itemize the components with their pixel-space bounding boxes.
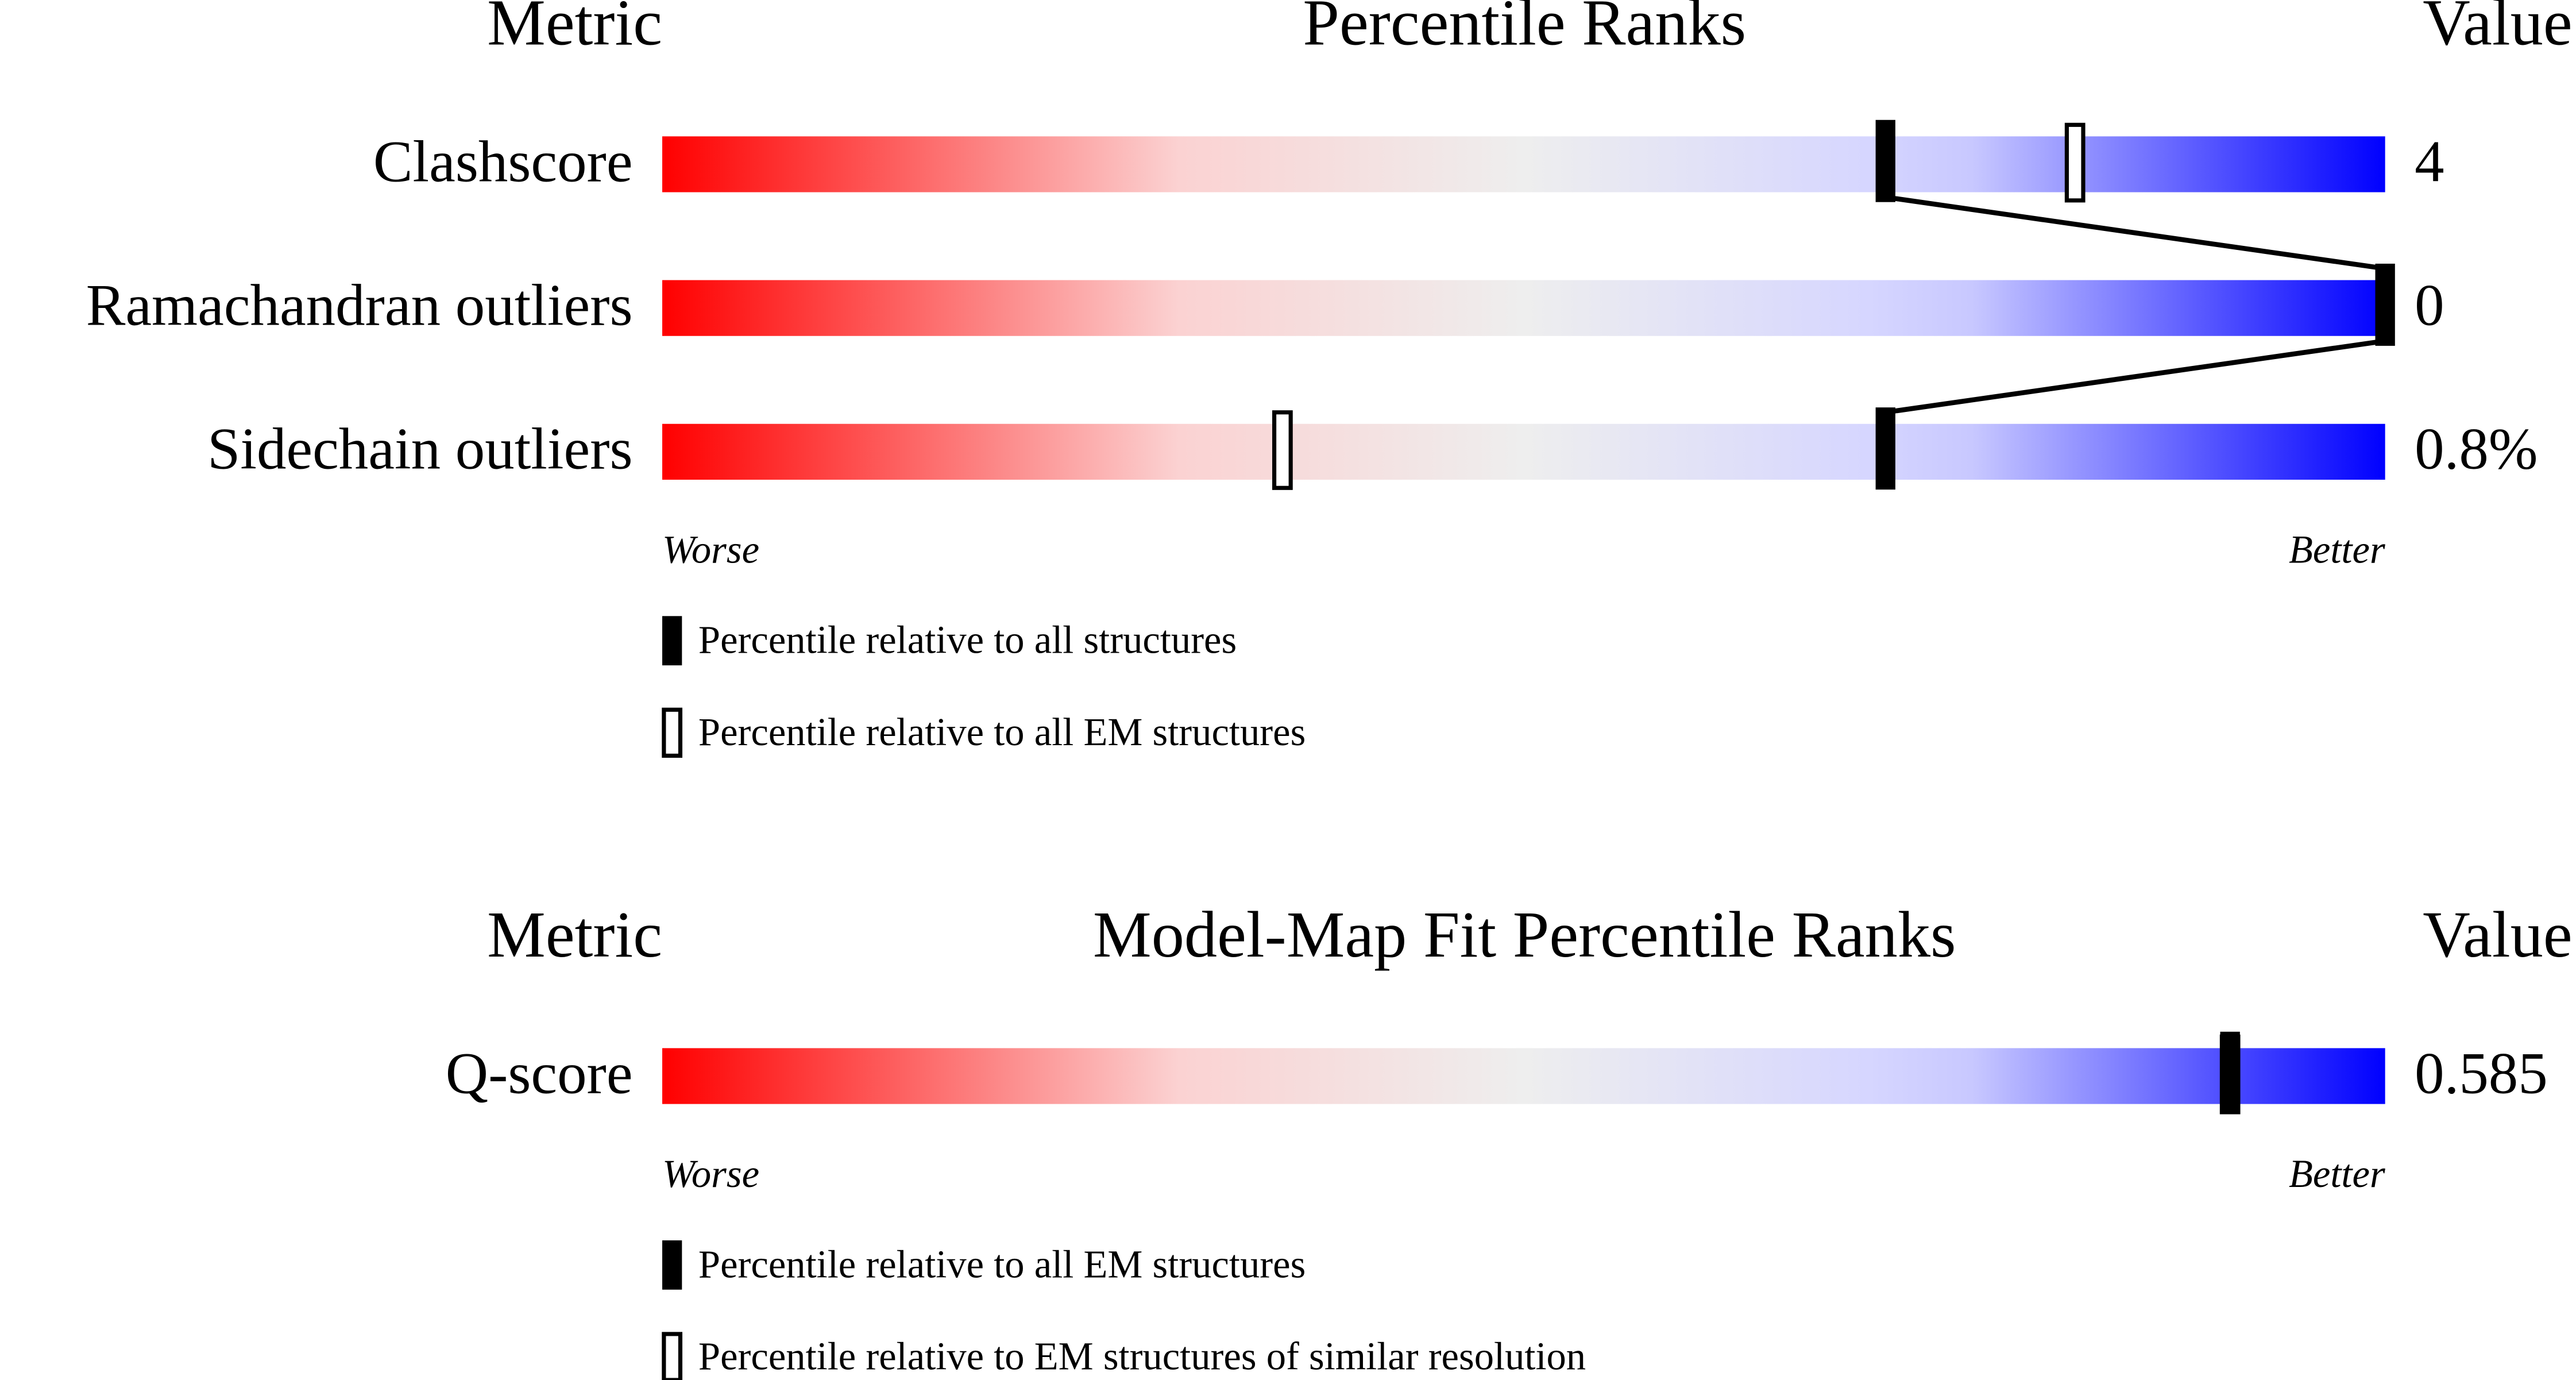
percentile-marker-open bbox=[2064, 122, 2085, 203]
metric-label: Clashscore bbox=[373, 129, 633, 194]
worse-label: Worse bbox=[662, 1152, 759, 1196]
metric-header: Metric bbox=[487, 0, 662, 59]
legend-label: Percentile relative to all EM structures bbox=[698, 710, 1306, 754]
legend-marker-open bbox=[662, 1332, 683, 1380]
legend-label: Percentile relative to EM structures of … bbox=[698, 1334, 1586, 1378]
metric-value: 0.8% bbox=[2415, 417, 2538, 482]
metric-label: Ramachandran outliers bbox=[86, 273, 633, 338]
metric-value: 4 bbox=[2415, 129, 2444, 194]
percentile-marker bbox=[2375, 263, 2395, 346]
slider-bar bbox=[662, 423, 2385, 480]
legend-marker-open bbox=[662, 707, 683, 758]
chart-title: Percentile Ranks bbox=[1303, 0, 1746, 59]
metric-label: Q-score bbox=[446, 1040, 633, 1106]
legend-marker bbox=[662, 616, 682, 666]
metric-value: 0 bbox=[2415, 273, 2444, 338]
slider-bar bbox=[662, 280, 2385, 336]
percentile-marker bbox=[1875, 120, 1895, 202]
connector bbox=[1885, 194, 2386, 271]
metric-header: Metric bbox=[487, 898, 662, 971]
value-header: Value bbox=[2423, 0, 2572, 59]
legend-marker bbox=[662, 1240, 682, 1290]
chart-title: Model-Map Fit Percentile Ranks bbox=[1093, 898, 1956, 971]
legend-label: Percentile relative to all EM structures bbox=[698, 1242, 1306, 1286]
metric-label: Sidechain outliers bbox=[207, 417, 632, 482]
worse-label: Worse bbox=[662, 527, 759, 571]
connector bbox=[1885, 338, 2386, 415]
slider-bar bbox=[662, 136, 2385, 192]
percentile-marker bbox=[1875, 407, 1895, 490]
better-label: Better bbox=[2289, 1152, 2385, 1196]
percentile-marker-open bbox=[1272, 410, 1293, 490]
percentile-marker bbox=[2220, 1031, 2240, 1114]
better-label: Better bbox=[2289, 527, 2385, 571]
metric-value: 0.585 bbox=[2415, 1040, 2548, 1106]
legend-label: Percentile relative to all structures bbox=[698, 618, 1237, 662]
slider-bar bbox=[662, 1048, 2385, 1104]
value-header: Value bbox=[2423, 898, 2572, 971]
